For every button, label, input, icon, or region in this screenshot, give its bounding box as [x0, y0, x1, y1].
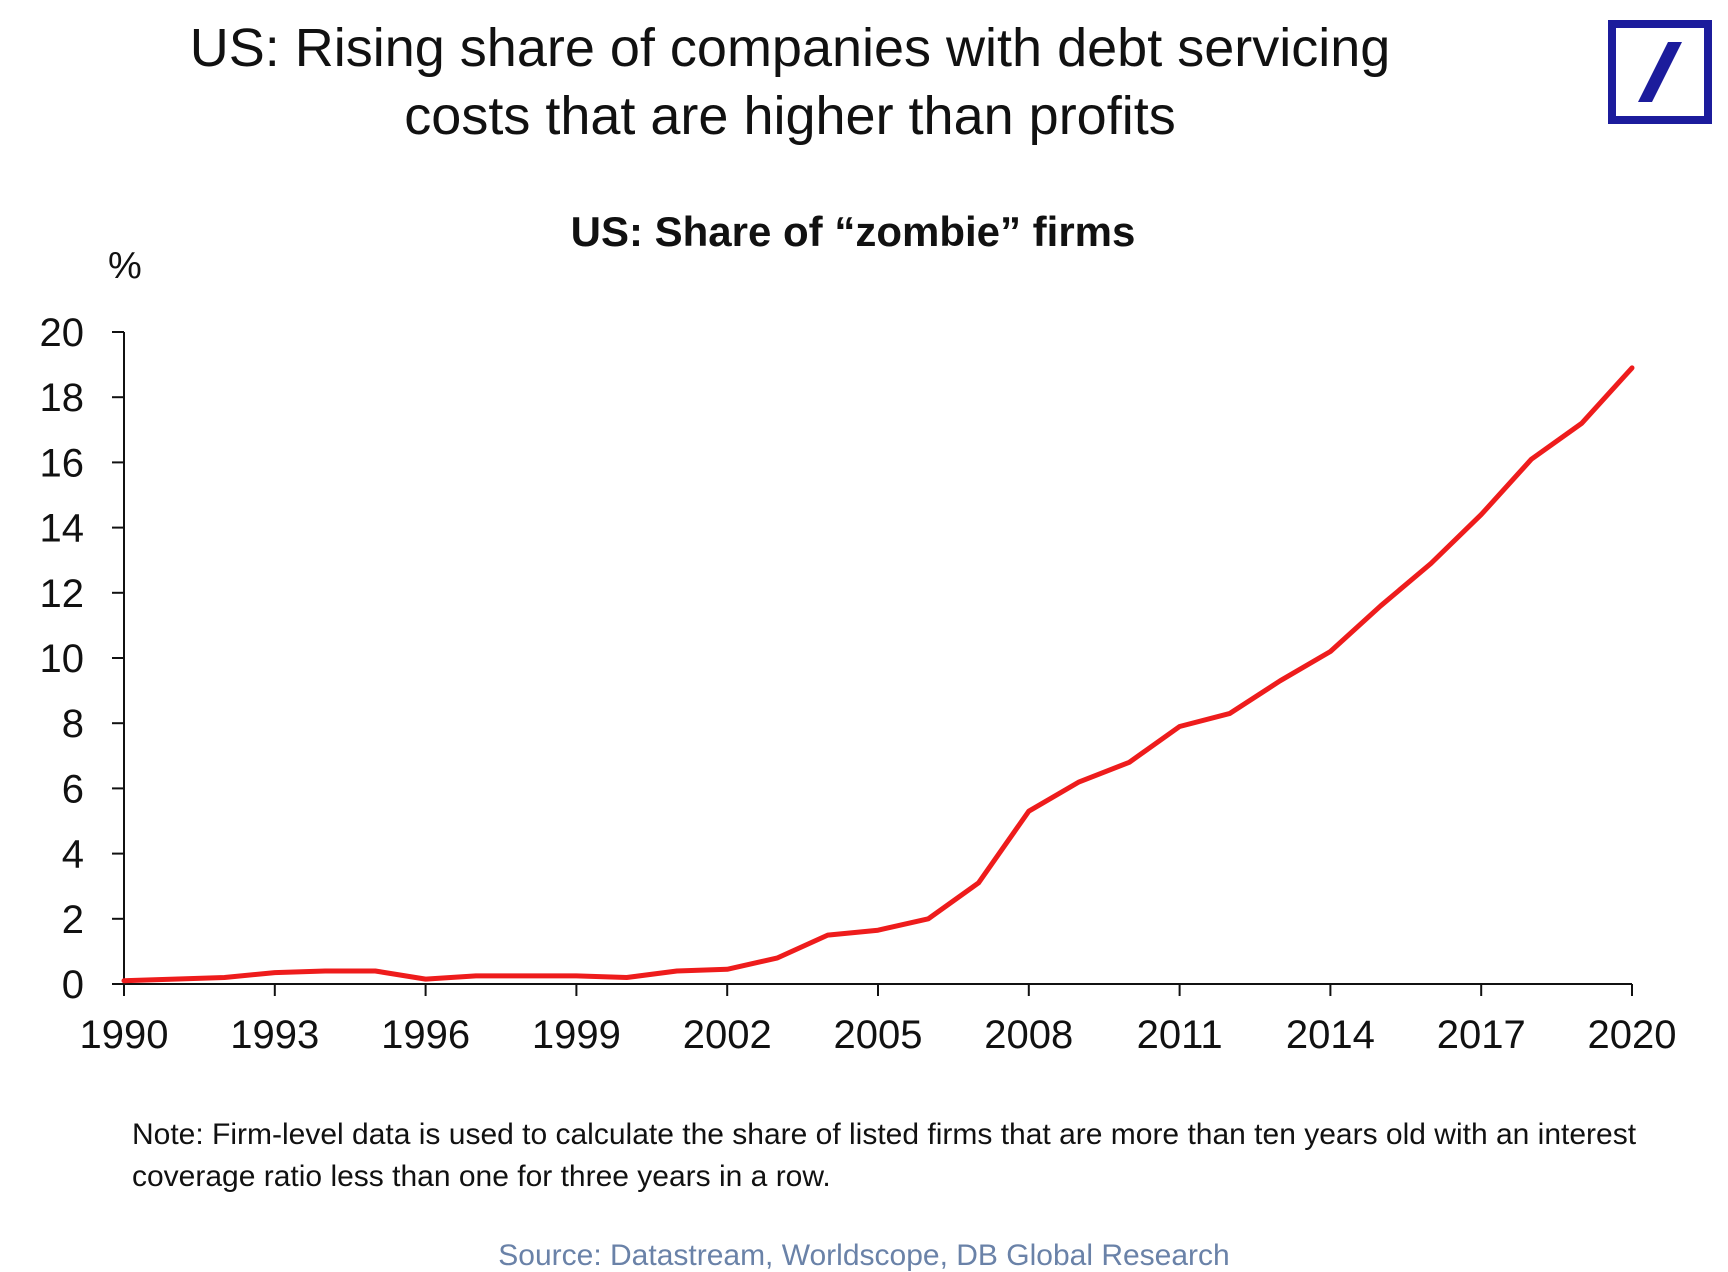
data-point — [625, 975, 629, 979]
y-tick-label: 2 — [62, 898, 84, 942]
data-point — [1630, 366, 1634, 370]
x-tick-label: 1990 — [80, 1013, 169, 1057]
data-point — [1328, 649, 1332, 653]
data-point — [373, 969, 377, 973]
data-point — [1529, 457, 1533, 461]
series-line-0 — [121, 365, 1635, 984]
data-point — [122, 979, 126, 983]
data-point — [675, 969, 679, 973]
data-point — [323, 969, 327, 973]
data-point — [725, 967, 729, 971]
data-point — [1429, 561, 1433, 565]
data-point — [1278, 679, 1282, 683]
y-tick-label: 16 — [40, 441, 85, 485]
data-point — [1379, 604, 1383, 608]
data-point — [223, 975, 227, 979]
source-line: Source: Datastream, Worldscope, DB Globa… — [498, 1239, 1230, 1272]
x-tick-label: 1999 — [532, 1013, 621, 1057]
y-tick-label: 0 — [62, 963, 84, 1007]
headline: US: Rising share of companies with debt … — [189, 18, 1391, 146]
y-tick-label: 10 — [40, 637, 85, 681]
x-tick-label: 1996 — [381, 1013, 470, 1057]
data-point — [424, 977, 428, 981]
data-point — [273, 971, 277, 975]
x-tick-label: 2017 — [1437, 1013, 1526, 1057]
data-point — [172, 977, 176, 981]
data-point — [1228, 711, 1232, 715]
data-point — [876, 928, 880, 932]
chart-note: Note: Firm-level data is used to calcula… — [132, 1118, 1637, 1193]
y-axis-ticks: 0 2 4 6 8 10 12 14 16 18 20 — [40, 311, 124, 1007]
y-tick-label: 8 — [62, 702, 84, 746]
data-point — [775, 956, 779, 960]
axes — [123, 332, 1632, 985]
data-point — [977, 881, 981, 885]
data-point — [474, 974, 478, 978]
x-tick-label: 1993 — [230, 1013, 319, 1057]
line-chart: US: Share of “zombie” firms % 0 2 4 6 8 10 12 1… — [40, 208, 1677, 1057]
x-axis-ticks: 1990 1993 1996 1999 2002 2005 2008 2011 2014 2017… — [80, 984, 1677, 1057]
data-point — [1178, 724, 1182, 728]
x-tick-label: 2008 — [984, 1013, 1073, 1057]
data-point — [826, 933, 830, 937]
y-tick-label: 18 — [40, 376, 85, 420]
data-point — [574, 974, 578, 978]
data-point — [1580, 421, 1584, 425]
y-tick-label: 20 — [40, 311, 85, 355]
data-point — [1077, 780, 1081, 784]
series-layer — [121, 365, 1635, 984]
y-tick-label: 14 — [40, 507, 85, 551]
y-tick-label: 6 — [62, 767, 84, 811]
data-point — [1027, 809, 1031, 813]
y-tick-label: 12 — [40, 572, 85, 616]
x-tick-label: 2020 — [1588, 1013, 1677, 1057]
x-tick-label: 2005 — [834, 1013, 923, 1057]
chart-title: US: Share of “zombie” firms — [571, 208, 1136, 255]
data-point — [1127, 760, 1131, 764]
y-tick-label: 4 — [62, 833, 84, 877]
x-tick-label: 2014 — [1286, 1013, 1375, 1057]
y-axis-unit: % — [108, 245, 142, 287]
x-tick-label: 2011 — [1137, 1013, 1223, 1057]
data-point — [524, 974, 528, 978]
deutsche-bank-logo-icon — [1608, 20, 1712, 124]
data-point — [926, 917, 930, 921]
x-tick-label: 2002 — [683, 1013, 772, 1057]
data-point — [1479, 513, 1483, 517]
